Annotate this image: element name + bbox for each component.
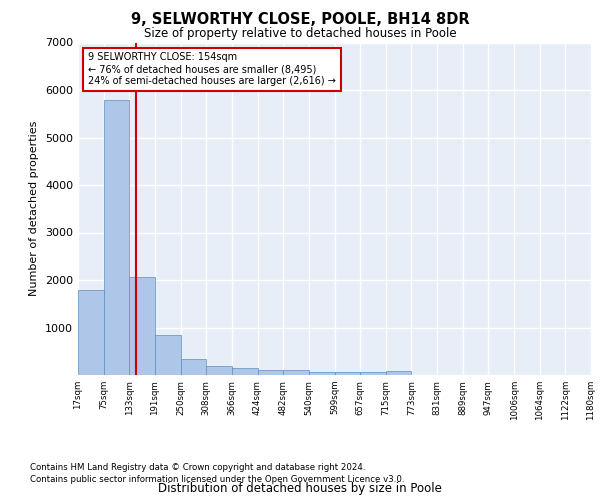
Bar xyxy=(181,359,206,375)
Text: Contains HM Land Registry data © Crown copyright and database right 2024.: Contains HM Land Registry data © Crown c… xyxy=(30,464,365,472)
Bar xyxy=(78,290,104,375)
Text: 9 SELWORTHY CLOSE: 154sqm
← 76% of detached houses are smaller (8,495)
24% of se: 9 SELWORTHY CLOSE: 154sqm ← 76% of detac… xyxy=(88,52,336,86)
Bar xyxy=(104,100,130,375)
Bar xyxy=(335,372,360,375)
Bar xyxy=(386,371,412,375)
Text: Contains public sector information licensed under the Open Government Licence v3: Contains public sector information licen… xyxy=(30,475,404,484)
Bar xyxy=(309,372,335,375)
Bar xyxy=(206,366,232,375)
Text: Size of property relative to detached houses in Poole: Size of property relative to detached ho… xyxy=(143,28,457,40)
Bar xyxy=(257,370,283,375)
Bar xyxy=(155,335,181,375)
Y-axis label: Number of detached properties: Number of detached properties xyxy=(29,121,40,296)
Text: 9, SELWORTHY CLOSE, POOLE, BH14 8DR: 9, SELWORTHY CLOSE, POOLE, BH14 8DR xyxy=(131,12,469,28)
Bar xyxy=(232,368,257,375)
Bar xyxy=(130,277,155,375)
Bar xyxy=(360,372,386,375)
Bar xyxy=(283,370,309,375)
Text: Distribution of detached houses by size in Poole: Distribution of detached houses by size … xyxy=(158,482,442,495)
